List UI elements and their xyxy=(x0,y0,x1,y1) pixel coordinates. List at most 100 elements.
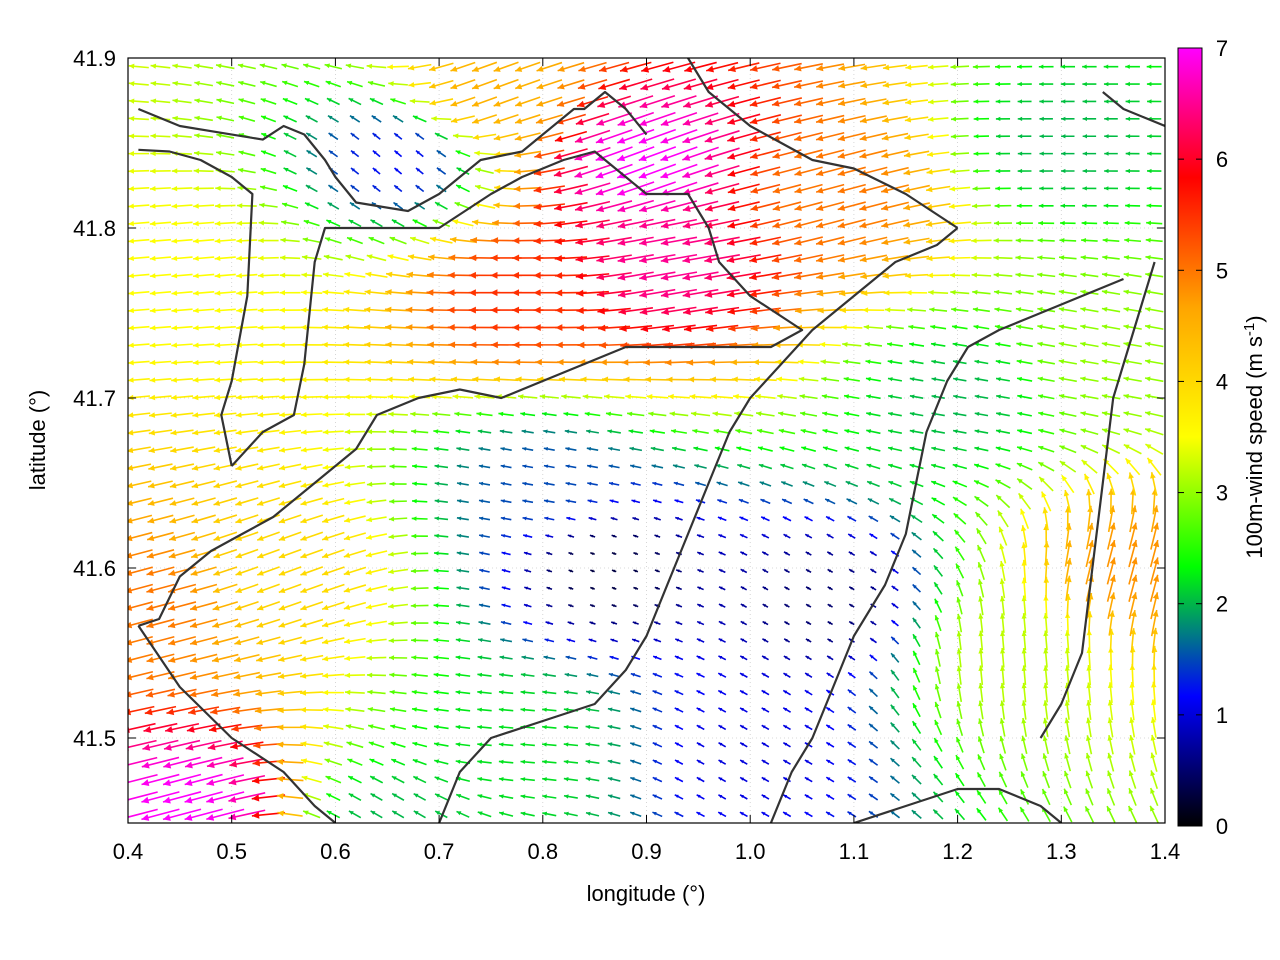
wind-arrow xyxy=(1039,151,1053,156)
wind-arrow xyxy=(228,774,266,786)
wind-arrow xyxy=(704,236,740,246)
wind-arrow xyxy=(168,549,196,559)
wind-arrow xyxy=(305,132,318,141)
wind-arrow xyxy=(585,707,600,712)
wind-arrow xyxy=(590,586,595,590)
wind-arrow xyxy=(128,514,153,524)
wind-arrow xyxy=(1103,220,1119,226)
wind-arrow xyxy=(904,133,929,141)
wind-arrow xyxy=(523,621,533,625)
wind-arrow xyxy=(1058,307,1077,313)
wind-arrow xyxy=(821,394,839,400)
wind-arrow xyxy=(300,548,324,559)
wind-arrow xyxy=(674,499,684,504)
wind-arrow xyxy=(653,516,661,521)
wind-arrow xyxy=(822,428,838,435)
wind-arrow xyxy=(477,811,492,818)
wind-arrow xyxy=(256,600,281,611)
wind-arrow xyxy=(973,116,990,122)
wind-arrow xyxy=(276,741,304,748)
wind-arrow xyxy=(925,220,951,228)
wind-arrow xyxy=(928,289,949,296)
wind-arrow xyxy=(1125,203,1141,208)
wind-arrow xyxy=(520,707,535,712)
wind-arrow xyxy=(300,307,323,313)
wind-arrow xyxy=(1016,203,1033,209)
wind-arrow xyxy=(954,772,965,787)
wind-arrow xyxy=(493,132,519,141)
wind-arrow xyxy=(837,97,866,107)
wind-arrow xyxy=(478,464,491,469)
wind-arrow xyxy=(760,498,771,505)
wind-arrow xyxy=(260,115,277,123)
wind-arrow xyxy=(683,306,718,316)
wind-arrow xyxy=(1058,324,1077,330)
wind-arrow xyxy=(776,376,798,382)
wind-arrow xyxy=(771,97,803,107)
wind-arrow xyxy=(932,530,944,542)
wind-arrow xyxy=(162,791,202,804)
wind-arrow xyxy=(539,394,559,400)
contour-line xyxy=(438,227,959,823)
wind-arrow xyxy=(434,481,448,486)
wind-arrow xyxy=(718,620,726,626)
wind-arrow xyxy=(881,255,909,263)
wind-arrow xyxy=(609,655,619,660)
wind-arrow xyxy=(256,497,280,506)
wind-arrow xyxy=(617,199,654,213)
wind-arrow xyxy=(978,700,984,720)
wind-arrow xyxy=(617,236,654,246)
wind-arrow xyxy=(344,481,366,488)
wind-arrow xyxy=(912,685,921,701)
wind-arrow xyxy=(433,672,449,678)
wind-arrow xyxy=(652,724,663,731)
wind-arrow xyxy=(718,533,727,539)
wind-arrow xyxy=(1106,805,1116,823)
wind-arrow xyxy=(370,810,383,819)
wind-arrow xyxy=(838,80,866,89)
wind-arrow xyxy=(278,654,303,662)
wind-arrow xyxy=(1123,255,1142,260)
wind-arrow xyxy=(327,201,340,210)
wind-arrow xyxy=(1061,116,1075,121)
wind-arrow xyxy=(371,115,382,123)
wind-arrow xyxy=(1085,770,1094,789)
wind-arrow xyxy=(783,638,791,643)
wind-arrow xyxy=(303,219,320,227)
wind-arrow xyxy=(300,741,323,748)
wind-arrow xyxy=(976,772,986,788)
wind-arrow xyxy=(514,61,541,72)
wind-arrow xyxy=(909,359,924,365)
wind-arrow xyxy=(1149,539,1160,568)
wind-arrow xyxy=(150,81,171,87)
wind-arrow xyxy=(259,185,278,192)
wind-arrow xyxy=(750,201,781,212)
wind-arrow xyxy=(996,394,1010,400)
wind-arrow xyxy=(1127,805,1138,823)
wind-arrow xyxy=(1042,735,1050,755)
wind-arrow xyxy=(704,200,740,212)
wind-arrow xyxy=(1106,574,1116,602)
wind-arrow xyxy=(128,412,151,418)
wind-arrow xyxy=(713,428,731,435)
wind-arrow xyxy=(1082,116,1097,121)
wind-arrow xyxy=(214,273,236,279)
wind-arrow xyxy=(847,810,857,818)
wind-arrow xyxy=(498,742,514,747)
wind-arrow xyxy=(328,149,339,158)
wind-arrow xyxy=(542,742,557,747)
wind-arrow xyxy=(192,255,215,262)
wind-arrow xyxy=(388,568,409,575)
wind-arrow xyxy=(213,412,237,418)
wind-arrow xyxy=(974,429,989,434)
wind-arrow xyxy=(191,531,217,541)
wind-arrow xyxy=(1080,359,1099,365)
wind-arrow xyxy=(654,569,660,573)
wind-arrow xyxy=(322,289,345,295)
wind-arrow xyxy=(344,498,366,505)
wind-arrow xyxy=(279,429,302,436)
wind-arrow xyxy=(302,237,321,244)
wind-arrow xyxy=(1086,682,1092,703)
wind-arrow xyxy=(170,446,194,454)
wind-arrow xyxy=(345,63,365,70)
